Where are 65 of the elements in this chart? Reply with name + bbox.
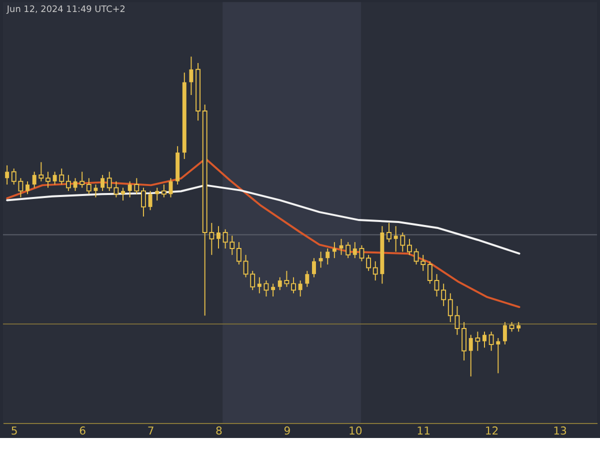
candlestick bbox=[32, 171, 36, 188]
candlestick bbox=[488, 331, 494, 352]
candlestick bbox=[468, 334, 473, 377]
candlestick bbox=[161, 184, 166, 198]
candlestick bbox=[372, 260, 378, 281]
candlestick bbox=[52, 171, 57, 186]
candlestick bbox=[462, 322, 467, 361]
candlestick bbox=[366, 254, 372, 272]
candlestick bbox=[121, 187, 125, 202]
x-tick-label: 6 bbox=[79, 424, 86, 438]
candlestick bbox=[257, 276, 262, 294]
candlestick bbox=[155, 187, 160, 202]
candlestick bbox=[94, 184, 98, 198]
candlestick bbox=[66, 174, 71, 192]
x-tick-label: 12 bbox=[484, 424, 499, 438]
candlestick bbox=[216, 226, 220, 249]
candlestick bbox=[509, 322, 514, 332]
x-tick-label: 13 bbox=[553, 424, 568, 438]
candlestick bbox=[59, 168, 64, 186]
x-tick-label: 7 bbox=[147, 424, 154, 438]
text: Jun 12, 2024 11:49 UTC+2 bbox=[6, 5, 126, 16]
candlestick bbox=[352, 242, 357, 259]
candlestick bbox=[386, 222, 392, 243]
candlestick bbox=[312, 258, 316, 278]
candlestick bbox=[140, 187, 146, 218]
candlestick bbox=[298, 280, 302, 297]
candlestick bbox=[291, 276, 296, 294]
candlestick bbox=[326, 248, 330, 265]
candlestick bbox=[400, 232, 406, 252]
candlestick bbox=[502, 322, 507, 345]
candlestick bbox=[475, 331, 480, 352]
candlestick bbox=[427, 260, 432, 284]
candlestick bbox=[332, 242, 336, 259]
candlestick bbox=[38, 162, 44, 182]
candlestick bbox=[516, 322, 521, 332]
candlestick bbox=[271, 283, 276, 297]
candlestick bbox=[441, 283, 446, 307]
candlestick bbox=[26, 180, 30, 195]
candlestick bbox=[318, 251, 323, 268]
candlestick bbox=[305, 270, 310, 288]
candlestick bbox=[346, 242, 351, 259]
candlestick bbox=[189, 56, 194, 96]
candlestick bbox=[86, 178, 92, 195]
x-tick-label: 9 bbox=[284, 424, 291, 438]
candlestick bbox=[236, 242, 242, 265]
candlestick bbox=[128, 180, 132, 198]
x-tick-label: 11 bbox=[416, 424, 431, 438]
candlestick bbox=[359, 244, 364, 262]
candlestick bbox=[80, 171, 85, 188]
candlestick bbox=[264, 280, 269, 297]
x-tick-label: 10 bbox=[348, 424, 362, 438]
candlestick bbox=[278, 276, 282, 291]
candlestick bbox=[482, 331, 486, 348]
x-tick-label: 5 bbox=[10, 424, 18, 438]
candlestick bbox=[406, 238, 412, 256]
candlestick bbox=[46, 171, 50, 188]
candlestick bbox=[100, 174, 105, 192]
candlestick bbox=[134, 178, 140, 195]
x-tick-label: 8 bbox=[216, 424, 223, 438]
candlestick bbox=[394, 226, 398, 252]
candlestick bbox=[284, 270, 290, 288]
candlestick bbox=[434, 274, 440, 297]
candlestick bbox=[496, 338, 500, 374]
candlestick bbox=[5, 164, 10, 186]
candlestick bbox=[148, 190, 152, 211]
